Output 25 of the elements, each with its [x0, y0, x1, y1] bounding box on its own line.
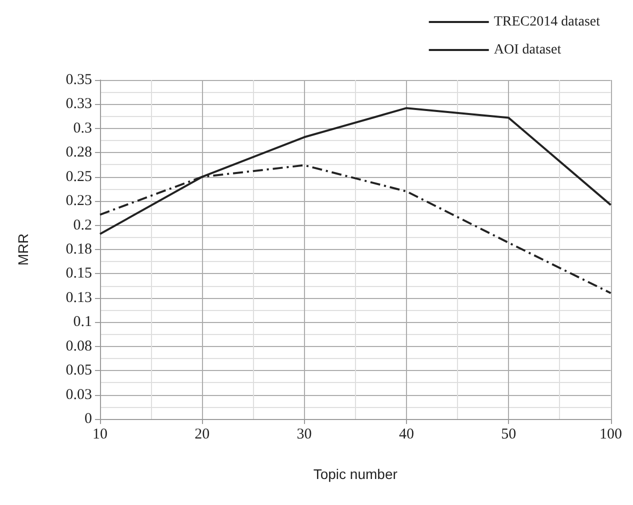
- y-tick-label: 0.05: [66, 362, 92, 379]
- x-tick-label: 20: [194, 426, 210, 442]
- y-tick-label: 0.3: [73, 120, 92, 136]
- y-tick-label: 0.13: [66, 290, 92, 306]
- x-tick-label: 100: [600, 426, 622, 442]
- y-tick-label: 0.18: [66, 242, 92, 258]
- y-tick-label: 0: [84, 411, 92, 427]
- y-tick-label: 0.08: [66, 338, 92, 354]
- legend-label: TREC2014 dataset: [494, 14, 600, 30]
- y-axis-title: MRR: [15, 234, 31, 266]
- x-tick-label: 30: [296, 426, 312, 442]
- x-tick-label: 50: [501, 426, 516, 442]
- x-tick-label: 40: [398, 426, 414, 442]
- y-tick-label: 0.23: [66, 193, 92, 210]
- y-tick-label: 0.25: [66, 168, 92, 185]
- y-tick-label: 0.33: [66, 96, 92, 112]
- x-tick-label: 10: [92, 426, 108, 442]
- y-tick-label: 0.1: [73, 314, 92, 330]
- y-tick-label: 0.28: [66, 144, 92, 161]
- y-tick-label: 0.2: [73, 217, 92, 234]
- legend-label: AOI dataset: [494, 42, 562, 58]
- x-axis-title: Topic number: [313, 466, 398, 482]
- y-tick-label: 0.03: [66, 386, 92, 403]
- y-tick-label: 0.15: [66, 266, 92, 282]
- y-tick-label: 0.35: [66, 72, 92, 88]
